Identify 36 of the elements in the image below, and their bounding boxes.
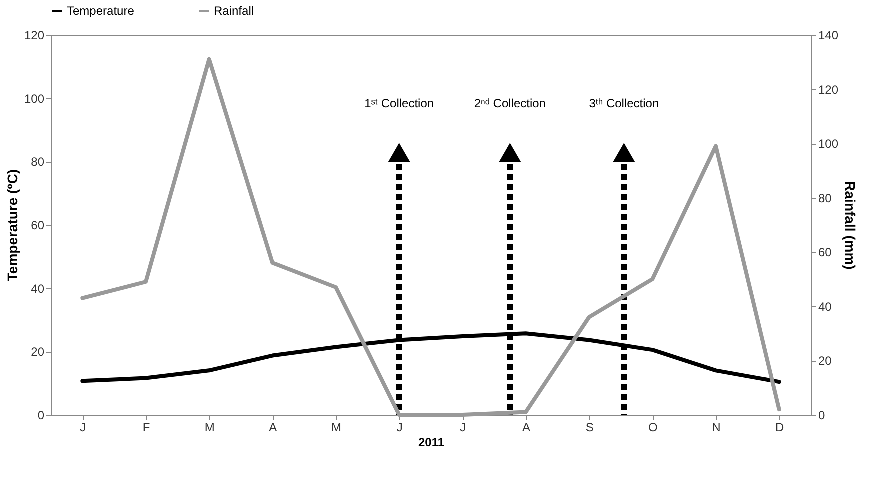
x-tick-label: O [648,420,658,434]
y-tick-label: 60 [31,218,45,232]
y2-tick-label: 20 [818,354,832,368]
legend-label: Temperature [67,4,135,18]
y-tick-label: 0 [38,408,45,422]
y-tick-label: 40 [31,282,45,296]
annotation: 1ˢᵗ Collection [364,96,434,110]
x-tick-label: F [142,420,150,434]
x-axis-title: 2011 [418,436,445,450]
x-tick-label: J [80,420,86,434]
annotation: 3ᵗʰ Collection [589,96,660,110]
y2-tick-label: 0 [818,408,826,422]
x-tick-label: J [460,420,466,434]
line-series [80,57,782,417]
x-tick-label: A [269,420,278,434]
x-tick-label: N [712,420,721,434]
y-tick-label: 120 [24,28,45,42]
y-tick-label: 80 [31,155,45,170]
x-tick-label: M [332,420,342,434]
x-tick-label: S [586,420,594,434]
y-tick-label: 20 [31,345,45,360]
x-tick-label: A [522,420,531,434]
y2-tick-label: 60 [818,246,832,260]
annotation: 2ⁿᵈ Collection [474,96,546,110]
y-tick-label: 100 [24,92,45,106]
y2-tick-label: 40 [818,300,832,314]
x-tick-label: J [396,420,403,434]
y2-tick-label: 80 [818,191,832,206]
y2-tick-label: 100 [818,137,839,152]
y2-axis-title: Rainfall (mm) [842,181,859,270]
legend-label: Rainfall [214,4,254,18]
y-axis-title: Temperature (ºC) [4,169,20,282]
y2-tick-label: 120 [818,82,839,97]
x-tick-label: M [204,420,215,434]
y2-tick-label: 140 [818,28,839,42]
x-tick-label: D [775,420,784,434]
